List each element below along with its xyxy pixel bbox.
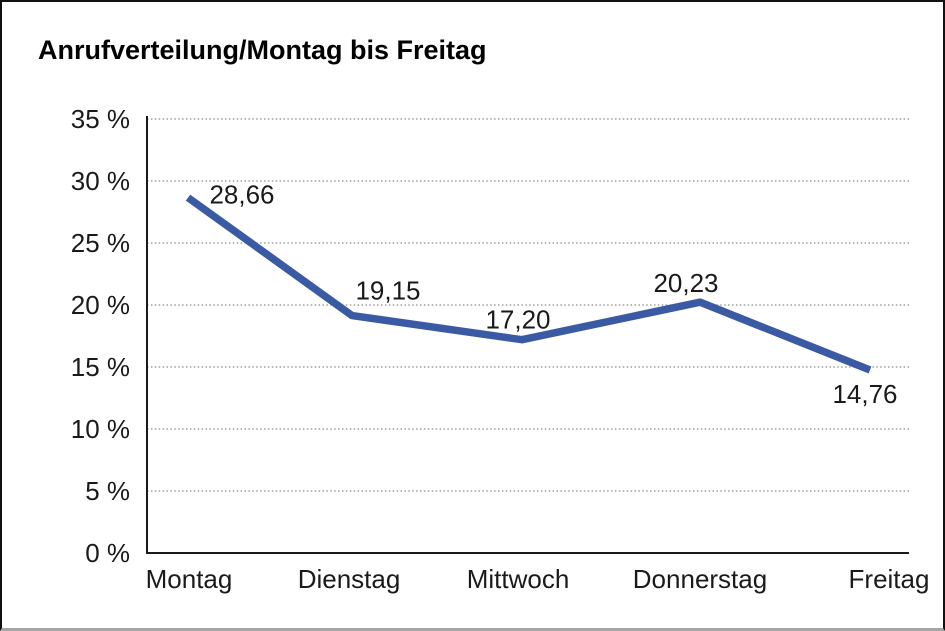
data-point-label: 19,15 [355,276,420,306]
data-point-label: 28,66 [209,180,274,210]
chart-title: Anrufverteilung/Montag bis Freitag [38,35,487,65]
x-category-label: Donnerstag [633,564,767,594]
series-line [185,194,872,374]
y-tick-label: 10 % [71,414,130,444]
y-tick-label: 0 % [85,538,130,568]
data-point-label: 14,76 [832,379,897,409]
y-tick-label: 35 % [71,104,130,134]
data-point-label: 20,23 [653,268,718,298]
x-category-label: Montag [146,564,233,594]
y-tick-label: 15 % [71,352,130,382]
y-tick-label: 20 % [71,290,130,320]
x-category-label: Mittwoch [467,564,570,594]
y-tick-label: 5 % [85,476,130,506]
data-point-label: 17,20 [485,305,550,335]
x-category-label: Freitag [849,564,930,594]
y-tick-label: 30 % [71,166,130,196]
y-tick-label: 25 % [71,228,130,258]
x-category-label: Dienstag [298,564,401,594]
